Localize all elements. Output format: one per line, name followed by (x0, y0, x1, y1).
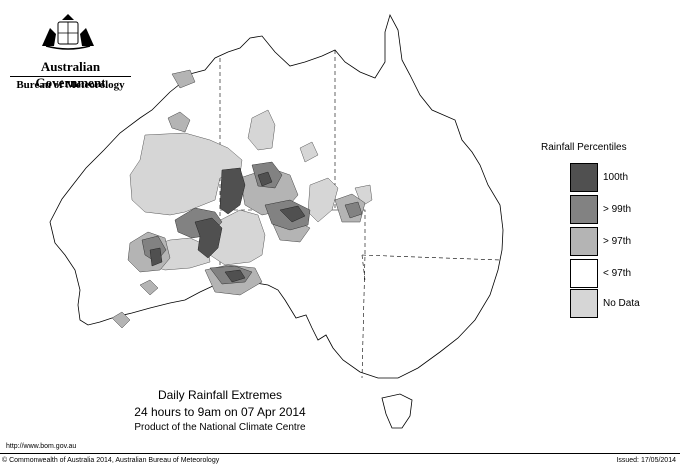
no-data-regions (129, 109, 373, 271)
legend-label: < 97th (603, 268, 632, 279)
legend-swatch (570, 195, 598, 224)
legend-label: No Data (603, 298, 640, 309)
record-100th-regions (149, 167, 306, 283)
legend-swatch (570, 259, 598, 288)
legend-item-gt99: > 99th (570, 195, 680, 225)
logo-divider (10, 76, 131, 77)
legend-item-100th: 100th (570, 163, 680, 193)
copyright-notice: © Commonwealth of Australia 2014, Austra… (2, 457, 220, 464)
legend-label: > 99th (603, 204, 632, 215)
legend-swatch (570, 163, 598, 192)
issued-date: Issued: 17/05/2014 (616, 457, 676, 464)
legend-item-lt97: < 97th (570, 259, 680, 289)
footer-divider (0, 453, 680, 454)
legend-label: > 97th (603, 236, 632, 247)
map-caption-subtitle: 24 hours to 9am on 07 Apr 2014 (134, 405, 306, 419)
legend-item-gt97: > 97th (570, 227, 680, 257)
source-url-link[interactable]: http://www.bom.gov.au (6, 443, 77, 450)
map-caption-product: Product of the National Climate Centre (134, 422, 306, 433)
legend-item-no-data: No Data (570, 289, 680, 319)
legend-swatch (570, 227, 598, 256)
agency-name: Bureau of Meteorology (16, 79, 125, 91)
legend-label: 100th (603, 172, 629, 183)
map-caption-title: Daily Rainfall Extremes (157, 388, 283, 402)
legend-title: Rainfall Percentiles (541, 142, 627, 153)
legend-swatch (570, 289, 598, 318)
coat-of-arms-icon (42, 14, 94, 50)
tasmania-outline (381, 393, 413, 429)
government-name: Australian Government (35, 59, 106, 90)
